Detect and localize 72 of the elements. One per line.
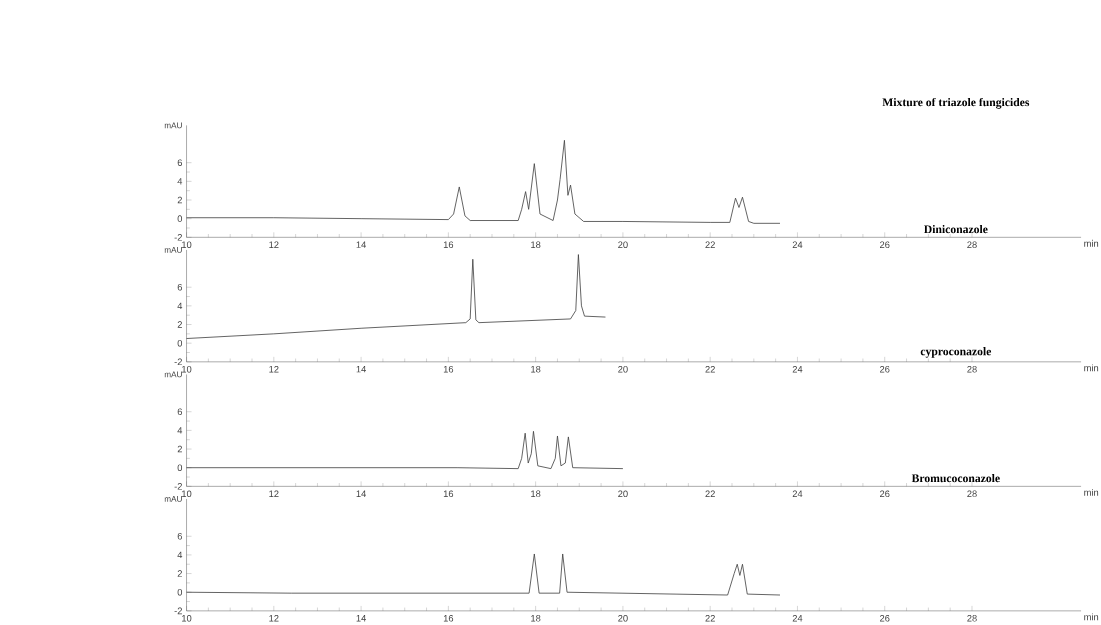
x-tick-label: 22 — [705, 365, 715, 373]
x-tick-label: 20 — [618, 490, 628, 497]
x-tick-label: 26 — [880, 490, 890, 497]
y-tick-label: 2 — [177, 570, 182, 577]
y-tick-label: 4 — [177, 426, 183, 434]
x-tick-label: 26 — [880, 365, 890, 373]
x-tick-label: 18 — [531, 490, 541, 497]
y-tick-label: 4 — [177, 551, 183, 558]
y-axis-title: mAU — [164, 246, 182, 253]
y-tick-label: 0 — [177, 464, 183, 471]
x-tick-label: 24 — [792, 241, 803, 248]
x-tick-label: 18 — [531, 614, 541, 622]
y-tick-label: 6 — [177, 159, 183, 166]
x-tick-label: 14 — [356, 490, 367, 497]
x-tick-label: 12 — [269, 490, 279, 497]
x-tick-label: 28 — [967, 365, 977, 373]
x-tick-label: 26 — [880, 241, 890, 248]
y-axis-title: mAU — [164, 371, 182, 378]
x-tick-label: 10 — [182, 365, 192, 373]
x-tick-label: 20 — [618, 614, 628, 622]
x-tick-label: 12 — [269, 365, 279, 373]
y-tick-label: 2 — [177, 445, 182, 453]
chart-title: Diniconazole — [923, 224, 988, 233]
x-tick-label: 10 — [182, 614, 192, 622]
y-tick-label: 4 — [177, 302, 183, 309]
y-tick-label: 6 — [177, 532, 183, 540]
y-tick-label: 0 — [177, 339, 183, 347]
y-tick-label: 2 — [177, 196, 182, 204]
y-axis-title: mAU — [164, 122, 182, 128]
x-tick-label: 18 — [531, 365, 541, 373]
x-tick-label: 18 — [531, 241, 541, 248]
y-tick-label: 6 — [177, 408, 183, 415]
x-axis-title: min — [1084, 364, 1099, 371]
x-tick-label: 10 — [182, 241, 192, 248]
x-tick-label: 22 — [705, 490, 715, 497]
x-tick-label: 12 — [269, 614, 279, 622]
x-tick-label: 16 — [443, 241, 454, 248]
x-tick-label: 28 — [967, 490, 977, 497]
y-tick-label: -2 — [174, 607, 182, 614]
y-tick-label: -2 — [174, 482, 182, 490]
x-tick-label: 16 — [443, 365, 454, 373]
x-tick-label: 24 — [792, 490, 803, 497]
chart-title: cyproconazole — [920, 346, 992, 358]
x-tick-label: 28 — [967, 241, 977, 248]
x-tick-label: 16 — [443, 614, 454, 622]
x-tick-label: 14 — [356, 241, 367, 248]
x-tick-label: 24 — [792, 365, 803, 373]
x-tick-label: 24 — [792, 614, 803, 622]
x-tick-label: 20 — [618, 365, 628, 373]
x-tick-label: 14 — [356, 614, 367, 622]
x-tick-label: 22 — [705, 614, 715, 622]
x-tick-label: 16 — [443, 490, 454, 497]
y-axis-title: mAU — [164, 495, 182, 502]
x-tick-label: 20 — [618, 241, 628, 248]
x-tick-label: 26 — [880, 614, 890, 622]
x-axis-title: min — [1084, 239, 1099, 247]
y-tick-label: 6 — [177, 283, 183, 291]
x-axis-title: min — [1084, 613, 1099, 620]
chart-title: Bromucoconazole — [911, 473, 1000, 483]
x-tick-label: 14 — [356, 365, 367, 373]
x-axis-title: min — [1084, 488, 1099, 496]
x-tick-label: 12 — [269, 241, 279, 248]
y-tick-label: -2 — [174, 358, 182, 365]
y-tick-label: -2 — [174, 233, 182, 241]
x-tick-label: 10 — [182, 490, 192, 497]
y-tick-label: 0 — [177, 215, 183, 222]
x-tick-label: 22 — [705, 241, 715, 248]
y-tick-label: 0 — [177, 588, 183, 596]
chart-title: Mixture of triazole fungicides — [882, 97, 1030, 109]
y-tick-label: 4 — [177, 177, 183, 185]
y-tick-label: 2 — [177, 321, 182, 328]
x-tick-label: 28 — [967, 614, 977, 622]
